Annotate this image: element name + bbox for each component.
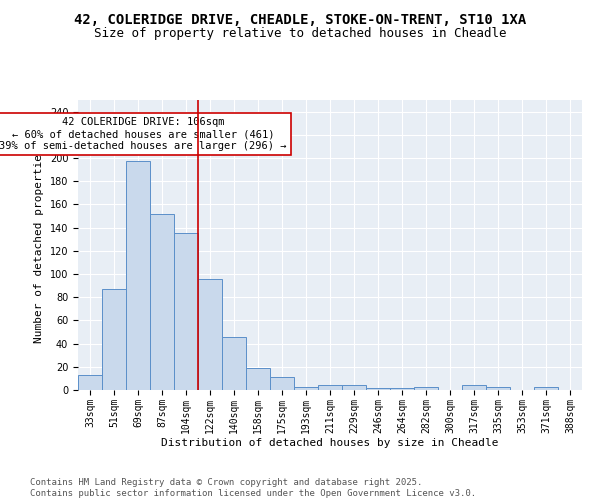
Bar xyxy=(462,386,486,390)
Bar xyxy=(534,386,558,390)
Bar xyxy=(102,289,126,390)
Y-axis label: Number of detached properties: Number of detached properties xyxy=(34,147,44,343)
Text: Size of property relative to detached houses in Cheadle: Size of property relative to detached ho… xyxy=(94,28,506,40)
Bar xyxy=(366,388,390,390)
Bar xyxy=(246,368,270,390)
Bar xyxy=(294,386,318,390)
Bar xyxy=(198,278,222,390)
Bar xyxy=(390,388,414,390)
Text: 42 COLERIDGE DRIVE: 106sqm
← 60% of detached houses are smaller (461)
39% of sem: 42 COLERIDGE DRIVE: 106sqm ← 60% of deta… xyxy=(0,118,287,150)
Bar xyxy=(318,386,342,390)
Bar xyxy=(342,386,366,390)
Bar xyxy=(486,386,510,390)
Bar xyxy=(150,214,174,390)
Bar xyxy=(222,336,246,390)
Bar xyxy=(270,377,294,390)
Bar xyxy=(126,162,150,390)
Bar xyxy=(174,234,198,390)
Bar xyxy=(414,386,438,390)
Bar xyxy=(78,375,102,390)
Text: 42, COLERIDGE DRIVE, CHEADLE, STOKE-ON-TRENT, ST10 1XA: 42, COLERIDGE DRIVE, CHEADLE, STOKE-ON-T… xyxy=(74,12,526,26)
Text: Contains HM Land Registry data © Crown copyright and database right 2025.
Contai: Contains HM Land Registry data © Crown c… xyxy=(30,478,476,498)
X-axis label: Distribution of detached houses by size in Cheadle: Distribution of detached houses by size … xyxy=(161,438,499,448)
